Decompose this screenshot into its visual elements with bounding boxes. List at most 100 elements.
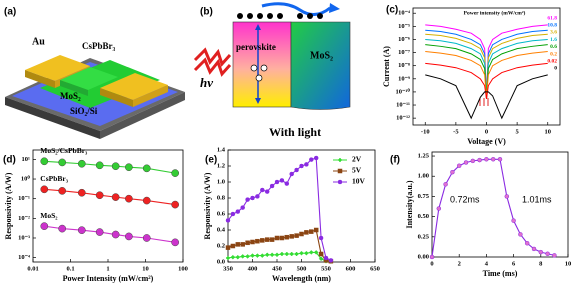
plot-frame (32, 149, 184, 263)
marker (230, 254, 236, 260)
legend-label: 2V (352, 155, 362, 164)
layer-label: MoS₂ (310, 50, 333, 61)
layer-label: perovskite (236, 42, 276, 52)
legend-label: 0 (554, 66, 557, 72)
x-axis-title: Wavelength (nm) (272, 274, 331, 283)
channel-label: MoS₂ (60, 91, 81, 101)
x-tick-label: 650 (370, 265, 380, 272)
marker (171, 238, 180, 247)
marker (255, 238, 260, 244)
marker (250, 253, 255, 258)
marker (294, 167, 299, 173)
marker (284, 251, 290, 257)
x-tick-label: 5 (516, 128, 520, 135)
marker (250, 239, 255, 245)
marker (264, 189, 270, 194)
marker (142, 196, 151, 205)
series-line (425, 38, 548, 99)
marker (450, 169, 455, 175)
marker (497, 157, 503, 162)
x-tick-label: 4 (485, 260, 489, 267)
series-line (227, 251, 331, 263)
marker (436, 206, 442, 211)
x-tick-label: 500 (297, 265, 307, 272)
marker (552, 253, 557, 258)
series-line (431, 158, 555, 258)
marker (95, 161, 104, 170)
marker (240, 254, 246, 259)
marker (470, 158, 476, 164)
device-illustration (5, 55, 185, 139)
marker (125, 194, 133, 203)
legend-marker (337, 179, 343, 185)
electrode-label: Au (32, 36, 45, 47)
y-tick-label: 0.8 (217, 194, 226, 201)
y-axis-title: Responsivity (A/W) (4, 172, 13, 239)
marker (294, 251, 299, 257)
marker (95, 228, 104, 236)
marker (111, 193, 120, 201)
legend-label: 10V (352, 177, 366, 186)
y-tick-label: 10¹ (22, 156, 31, 163)
marker (484, 157, 489, 162)
annotation: 0.72ms (450, 194, 480, 204)
y-tick-label: 0.50 (418, 213, 429, 220)
x-tick-label: 0.01 (27, 265, 38, 272)
legend-label: 0.2 (550, 51, 557, 57)
marker (504, 194, 510, 199)
marker (318, 256, 324, 262)
marker (235, 254, 241, 260)
legend-label: 3.6 (550, 30, 557, 36)
panel-label: (f) (390, 155, 400, 166)
x-axis-title: Power Intensity (mW/cm²) (63, 274, 154, 283)
marker (171, 200, 180, 209)
y-tick-label: 10⁻¹² (396, 115, 410, 122)
y-tick-label: 0.4 (217, 226, 226, 233)
series-line (227, 229, 331, 262)
y-tick-label: 10⁻⁴ (18, 254, 30, 261)
series-line (425, 33, 548, 99)
marker (309, 229, 314, 234)
y-tick-label: 10⁻¹⁰ (396, 87, 411, 95)
marker (255, 194, 260, 199)
band-diagram (193, 2, 351, 110)
x-tick-label: 0 (485, 128, 488, 135)
x-tick-label: 350 (223, 265, 233, 272)
y-tick-label: 0.0 (217, 258, 225, 265)
marker (77, 226, 86, 235)
x-tick-label: 400 (248, 265, 258, 272)
marker (313, 227, 319, 233)
marker (313, 155, 319, 161)
marker (77, 188, 86, 197)
x-tick-label: 0 (430, 260, 433, 267)
marker (235, 209, 241, 214)
marker (545, 251, 550, 257)
marker (240, 205, 245, 210)
x-tick-label: 10 (142, 265, 149, 272)
legend-label: 10.8 (547, 22, 557, 28)
x-tick-label: 10 (565, 260, 572, 267)
marker (299, 231, 304, 237)
marker (255, 253, 260, 258)
marker (279, 235, 285, 241)
marker (274, 252, 280, 258)
marker (250, 195, 255, 201)
marker (284, 234, 290, 240)
marker (443, 182, 448, 187)
marker (269, 252, 275, 258)
series-line (227, 157, 332, 261)
x-tick-label: 10 (545, 128, 552, 135)
plot-frame (431, 151, 569, 258)
legend-title: Power intensity (mW/cm²) (464, 9, 526, 16)
y-tick-label: 10⁻² (18, 215, 30, 222)
x-tick-label: 6 (512, 260, 516, 267)
y-tick-label: 10⁻⁶ (398, 36, 410, 43)
series-line (425, 62, 548, 99)
marker (518, 232, 523, 237)
marker (313, 250, 319, 255)
marker (490, 157, 496, 162)
marker (58, 224, 67, 233)
marker (259, 253, 265, 258)
x-tick-label: 600 (346, 265, 356, 272)
caption: With light (269, 125, 321, 139)
